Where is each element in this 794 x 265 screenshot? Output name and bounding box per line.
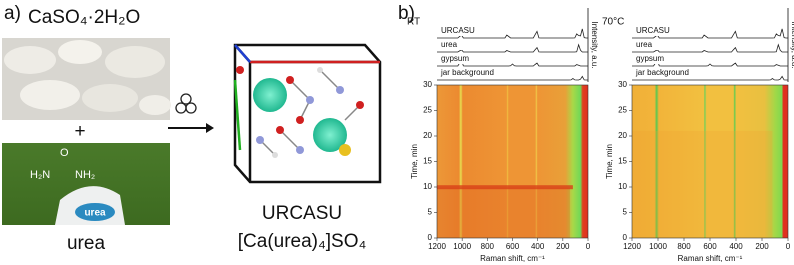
panel-title: RT xyxy=(407,17,420,28)
ball-mill-icon xyxy=(176,94,196,113)
x-tick-label: 1200 xyxy=(428,242,446,251)
x-axis-label: Raman shift, cm⁻¹ xyxy=(678,254,743,263)
y-tick-label: 25 xyxy=(618,106,627,115)
x-tick-label: 600 xyxy=(703,242,717,251)
x-tick-label: 400 xyxy=(729,242,743,251)
y-tick-label: 10 xyxy=(423,182,432,191)
x-tick-label: 600 xyxy=(506,242,520,251)
spectrum-label: urea xyxy=(636,40,653,49)
y-tick-label: 5 xyxy=(428,208,433,217)
spectrum-label: URCASU xyxy=(636,26,670,35)
spectrum-label: jar background xyxy=(440,68,494,77)
y-tick-label: 30 xyxy=(423,80,432,89)
reactant-2: urea xyxy=(67,233,105,254)
x-tick-label: 400 xyxy=(531,242,545,251)
product-name: URCASU xyxy=(262,203,342,224)
amine-right: NH₂ xyxy=(75,169,95,181)
heatmap-lower xyxy=(632,131,772,238)
x-tick-label: 200 xyxy=(556,242,570,251)
panel-title: 70°C xyxy=(602,17,624,28)
heatmap-lower xyxy=(437,188,570,238)
spectrum-label: URCASU xyxy=(441,26,475,35)
figure: a) CaSO₄·2H₂O + O H₂N NH₂ urea urea xyxy=(0,0,794,265)
x-tick-label: 1200 xyxy=(623,242,641,251)
y-axis-label: Time, min xyxy=(410,144,419,179)
x-tick-label: 800 xyxy=(481,242,495,251)
atom-o: O xyxy=(60,147,69,159)
y-tick-label: 20 xyxy=(618,131,627,140)
x-tick-label: 0 xyxy=(786,242,791,251)
heatmap-band xyxy=(437,185,573,189)
spectrum-label: jar background xyxy=(635,68,689,77)
product-formula: [Ca(urea)₄]SO₄ xyxy=(238,231,367,252)
x-tick-label: 800 xyxy=(677,242,691,251)
intensity-label: Intensity, a.u. xyxy=(590,22,599,69)
y-tick-label: 30 xyxy=(618,80,627,89)
spectrum-label: gypsum xyxy=(441,54,469,63)
y-tick-label: 25 xyxy=(423,106,432,115)
crystal-structure xyxy=(235,45,380,182)
y-tick-label: 0 xyxy=(428,233,433,242)
y-tick-label: 10 xyxy=(618,182,627,191)
panel-label: a) xyxy=(4,3,21,24)
y-tick-label: 0 xyxy=(623,233,628,242)
y-tick-label: 15 xyxy=(618,157,627,166)
x-tick-label: 0 xyxy=(586,242,591,251)
x-axis-label: Raman shift, cm⁻¹ xyxy=(480,254,545,263)
spectrum-label: urea xyxy=(441,40,458,49)
spectrum-label: gypsum xyxy=(636,54,664,63)
intensity-label: Intensity, a.u. xyxy=(790,22,794,69)
reactant-1: CaSO₄·2H₂O xyxy=(28,7,140,28)
arrowhead xyxy=(206,123,214,133)
y-tick-label: 15 xyxy=(423,157,432,166)
x-tick-label: 1000 xyxy=(453,242,471,251)
plus: + xyxy=(74,121,85,142)
y-tick-label: 20 xyxy=(423,131,432,140)
x-tick-label: 200 xyxy=(755,242,769,251)
y-axis-label: Time, min xyxy=(605,144,614,179)
amine-left: H₂N xyxy=(30,169,50,181)
bag-label: urea xyxy=(84,208,106,219)
y-tick-label: 5 xyxy=(623,208,628,217)
gypsum-photo xyxy=(2,38,171,120)
x-tick-label: 1000 xyxy=(649,242,667,251)
